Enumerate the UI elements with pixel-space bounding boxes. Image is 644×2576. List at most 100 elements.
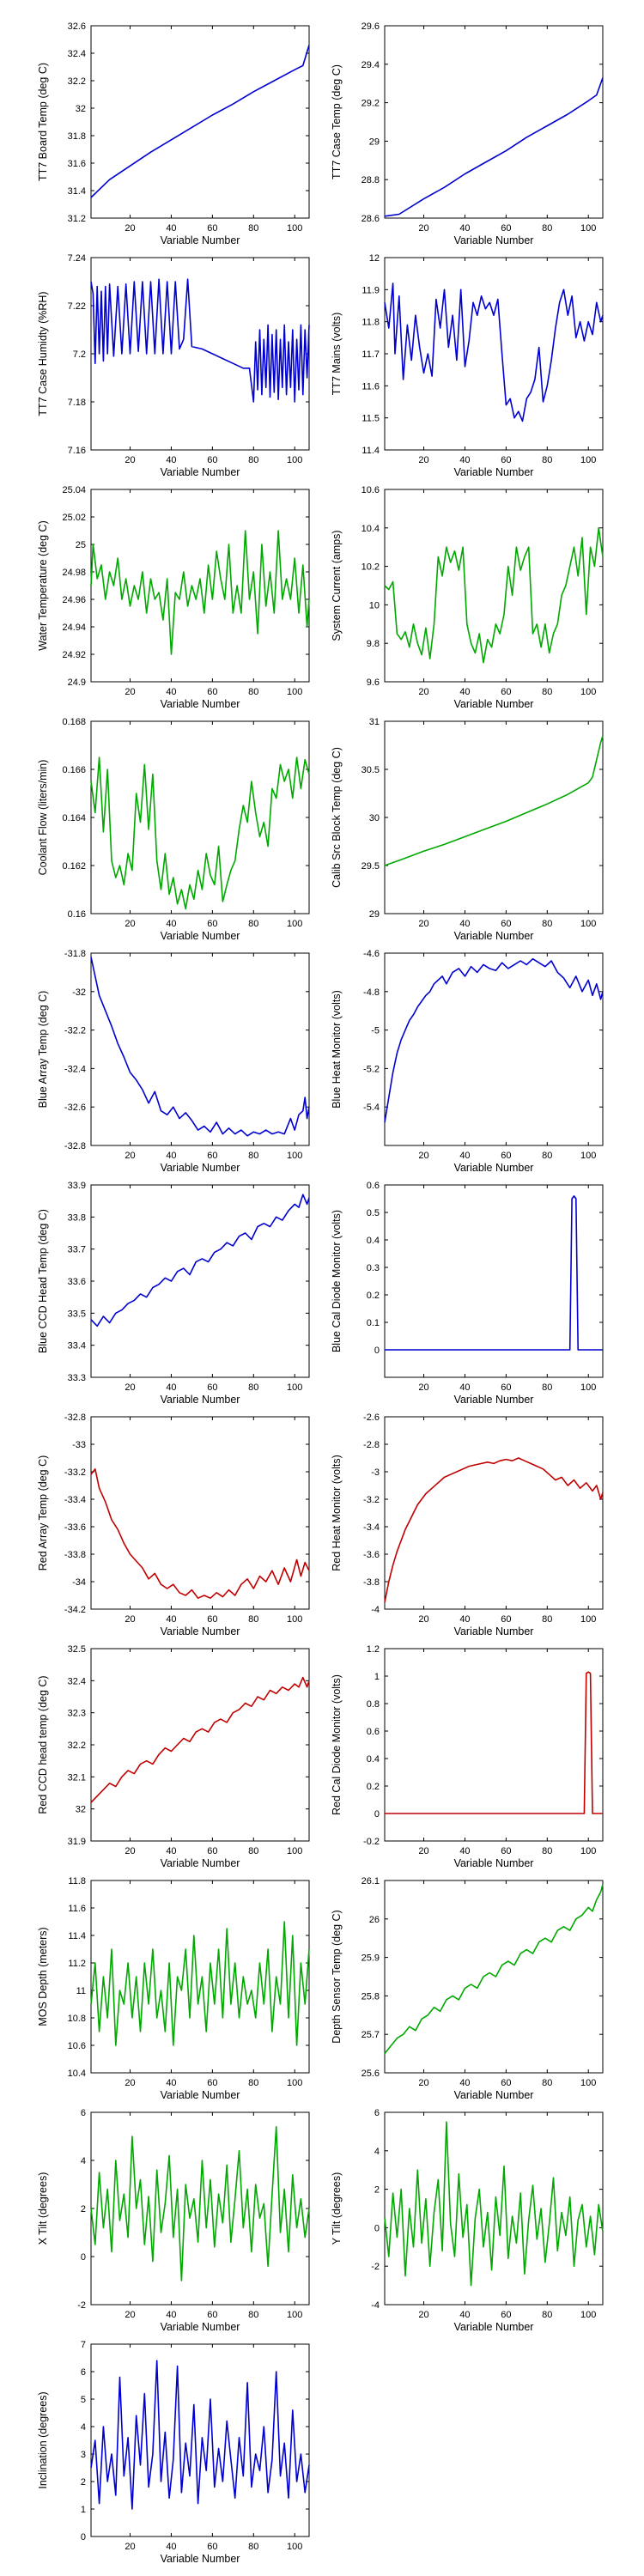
- x-tick-label: 60: [501, 2310, 511, 2320]
- x-tick-label: 100: [287, 1382, 302, 1393]
- y-tick-label: 24.96: [62, 595, 86, 605]
- series-line: [385, 1195, 603, 1351]
- series-line: [90, 1676, 310, 1803]
- y-axis-label: Red Array Temp (deg C): [37, 1455, 49, 1571]
- y-tick-label: 11.4: [68, 1931, 86, 1941]
- series-line: [90, 1468, 310, 1599]
- y-tick-label: 32.2: [68, 76, 86, 87]
- y-tick-label: -32: [72, 987, 86, 998]
- y-tick-label: 4: [81, 2156, 86, 2166]
- y-tick-label: 33.4: [68, 1341, 86, 1352]
- x-tick-label: 40: [166, 2542, 176, 2552]
- chart-panel: 20 40 60 80 100 28.6 28.8 29 29.2 29.4 29.6 Variabl…: [331, 21, 604, 246]
- x-tick-label: 100: [580, 455, 596, 465]
- y-tick-label: -3: [371, 1467, 380, 1478]
- y-tick-label: 24.92: [62, 650, 86, 660]
- x-tick-label: 80: [248, 2542, 258, 2552]
- x-axis-label: Variable Number: [454, 1857, 534, 1869]
- y-tick-label: 7.18: [68, 398, 86, 408]
- y-tick-label: 2: [81, 2204, 86, 2215]
- y-tick-label: 33.3: [68, 1373, 86, 1383]
- y-tick-label: 0.162: [62, 861, 86, 872]
- x-tick-label: 100: [580, 1151, 596, 1161]
- y-tick-label: 32.2: [68, 1741, 86, 1751]
- x-tick-label: 100: [580, 2310, 596, 2320]
- x-tick-label: 100: [287, 687, 302, 697]
- y-axis-label: Red Cal Diode Monitor (volts): [331, 1674, 343, 1815]
- y-tick-label: -34: [72, 1577, 86, 1588]
- y-tick-label: 10.6: [68, 2041, 86, 2051]
- y-tick-label: -2: [77, 2300, 86, 2311]
- x-axis-label: Variable Number: [161, 698, 240, 710]
- x-axis-label: Variable Number: [454, 234, 534, 246]
- x-axis-label: Variable Number: [161, 2089, 240, 2101]
- x-tick-label: 20: [418, 223, 428, 234]
- x-tick-label: 100: [580, 2078, 596, 2088]
- x-axis-label: Variable Number: [161, 1162, 240, 1174]
- x-tick-label: 40: [166, 223, 176, 234]
- x-tick-label: 40: [459, 1382, 470, 1393]
- y-tick-label: 3: [81, 2450, 86, 2460]
- x-tick-label: 40: [459, 919, 470, 929]
- y-tick-label: 0: [81, 2252, 86, 2263]
- series-line: [90, 2126, 310, 2281]
- y-tick-label: 31.4: [68, 186, 86, 197]
- y-axis-label: Coolant Flow (liters/min): [37, 760, 49, 876]
- x-tick-label: 40: [166, 2078, 176, 2088]
- plot-frame: [90, 952, 310, 1146]
- x-axis-label: Variable Number: [454, 698, 534, 710]
- chart-panel: 20 40 60 80 100 -34.2 -34 -33.8 -33.6 -33.4 -33.2 -…: [37, 1413, 310, 1637]
- x-tick-label: 20: [125, 2310, 135, 2320]
- y-tick-label: 24.94: [62, 623, 86, 633]
- chart-panel: 20 40 60 80 100 11.4 11.5 11.6 11.7 11.8 11.9 12 Var…: [331, 253, 604, 478]
- x-tick-label: 20: [418, 1614, 428, 1625]
- x-tick-label: 40: [166, 1151, 176, 1161]
- y-tick-label: 4: [81, 2422, 86, 2433]
- x-tick-label: 60: [207, 223, 217, 234]
- chart-panel: 20 40 60 80 100 0 0.1 0.2 0.3 0.4 0.5 0.6 Variable N…: [331, 1181, 604, 1406]
- y-axis-label: TT7 Mains (volts): [331, 313, 343, 396]
- y-tick-label: -3.6: [363, 1550, 380, 1560]
- x-tick-label: 100: [580, 687, 596, 697]
- plot-frame: [384, 489, 604, 683]
- series-line: [385, 1671, 603, 1814]
- y-tick-label: -2.8: [363, 1440, 380, 1450]
- y-axis-label: Blue CCD Head Temp (deg C): [37, 1209, 49, 1353]
- y-axis-label: System Current (amps): [331, 530, 343, 641]
- x-tick-label: 60: [207, 1614, 217, 1625]
- y-tick-label: 0.6: [367, 1727, 380, 1737]
- y-tick-label: -4.8: [363, 987, 380, 998]
- y-tick-label: 0: [81, 2532, 86, 2543]
- y-tick-label: 10.4: [361, 524, 380, 534]
- y-tick-label: 0.8: [367, 1699, 380, 1710]
- y-tick-label: 1: [81, 2505, 86, 2515]
- plot-frame: [90, 25, 310, 219]
- y-tick-label: -32.4: [64, 1064, 86, 1074]
- y-tick-label: -4.6: [363, 949, 380, 959]
- x-tick-label: 100: [287, 1151, 302, 1161]
- y-tick-label: 11: [76, 1986, 86, 1996]
- y-axis-label: Y Tilt (degrees): [331, 2172, 343, 2245]
- plot-frame: [384, 1416, 604, 1610]
- y-tick-label: 25.7: [361, 2030, 380, 2040]
- y-axis-label: Blue Array Temp (deg C): [37, 991, 49, 1109]
- y-tick-label: 25.8: [361, 1991, 380, 2002]
- x-tick-label: 80: [248, 687, 258, 697]
- x-tick-label: 80: [542, 2078, 552, 2088]
- chart-panel: 20 40 60 80 100 10.4 10.6 10.8 11 11.2 11.4 11.6 11.…: [37, 1876, 310, 2101]
- y-tick-label: 0.1: [367, 1318, 380, 1328]
- plot-frame: [90, 489, 310, 683]
- y-tick-label: 32.4: [68, 49, 86, 59]
- y-tick-label: 30.5: [361, 765, 380, 775]
- plot-frame: [384, 2111, 604, 2306]
- y-tick-label: 26: [369, 1915, 380, 1925]
- x-tick-label: 20: [418, 455, 428, 465]
- y-tick-label: 10.6: [361, 485, 380, 495]
- y-tick-label: 7.24: [68, 253, 86, 264]
- x-axis-label: Variable Number: [454, 466, 534, 478]
- x-tick-label: 60: [501, 1382, 511, 1393]
- x-tick-label: 100: [287, 455, 302, 465]
- chart-panel: 20 40 60 80 100 24.9 24.92 24.94 24.96 24.98 25 25.…: [37, 485, 310, 710]
- plot-frame: [384, 25, 604, 219]
- y-tick-label: 25.6: [361, 2069, 380, 2079]
